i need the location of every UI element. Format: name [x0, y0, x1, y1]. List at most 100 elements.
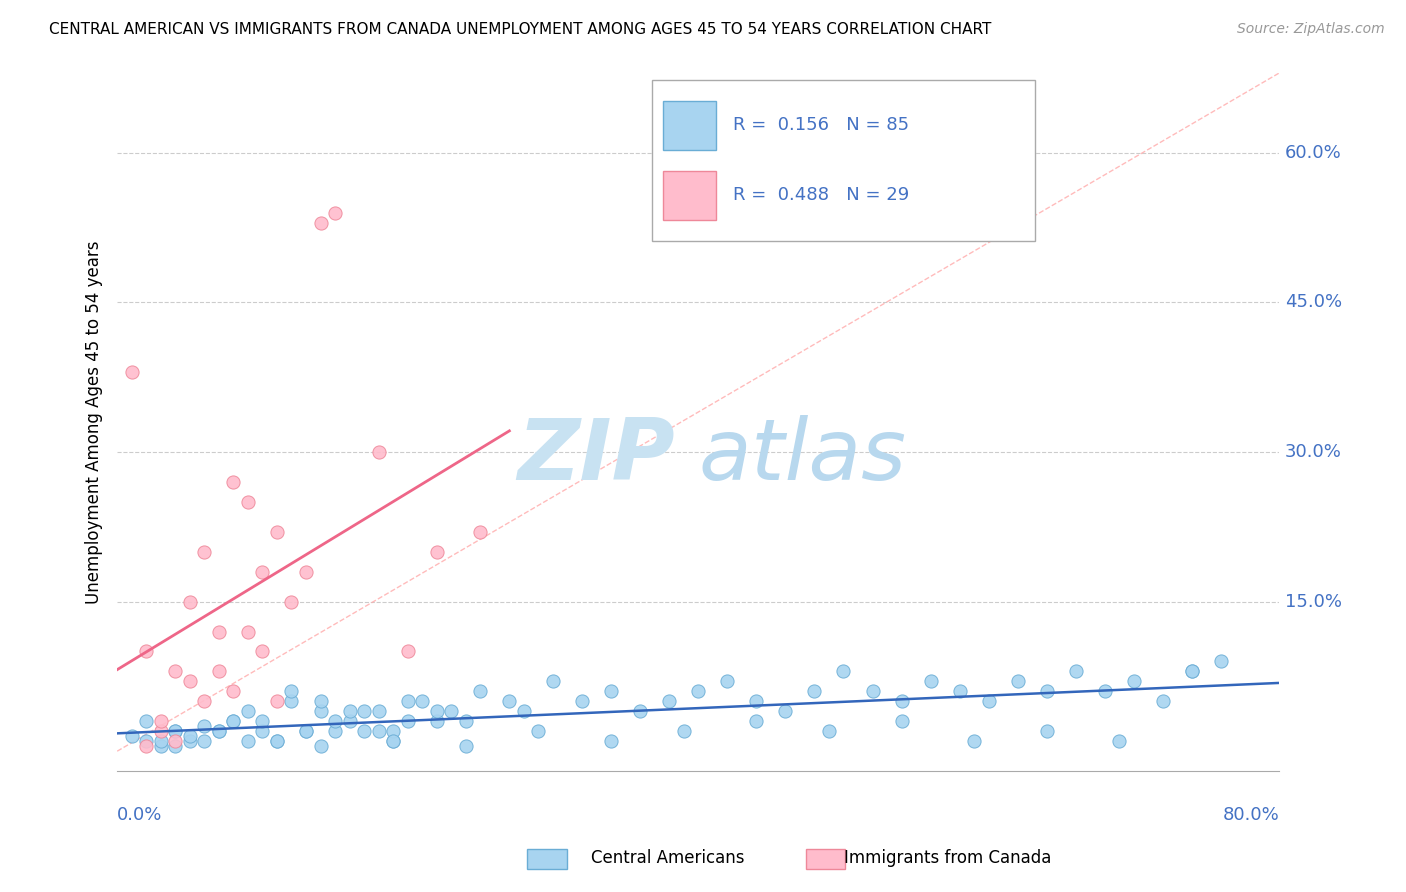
- Text: 30.0%: 30.0%: [1285, 443, 1341, 461]
- Point: [353, 704, 375, 718]
- Point: [1211, 655, 1233, 669]
- Point: [266, 734, 288, 748]
- Point: [339, 714, 361, 729]
- Point: [658, 694, 681, 708]
- Point: [513, 704, 536, 718]
- Point: [165, 724, 187, 739]
- Point: [745, 694, 768, 708]
- Point: [208, 724, 231, 739]
- Point: [165, 734, 187, 748]
- Point: [309, 216, 332, 230]
- Y-axis label: Unemployment Among Ages 45 to 54 years: Unemployment Among Ages 45 to 54 years: [86, 240, 103, 604]
- Point: [1094, 684, 1116, 698]
- Point: [600, 684, 623, 698]
- Point: [396, 694, 419, 708]
- Point: [135, 644, 157, 658]
- Point: [266, 524, 288, 539]
- Point: [775, 704, 797, 718]
- Point: [149, 724, 172, 739]
- Point: [571, 694, 593, 708]
- Point: [165, 739, 187, 754]
- FancyBboxPatch shape: [664, 101, 716, 150]
- Point: [222, 714, 245, 729]
- Text: Source: ZipAtlas.com: Source: ZipAtlas.com: [1237, 22, 1385, 37]
- Point: [323, 724, 346, 739]
- Point: [1181, 665, 1204, 679]
- Point: [470, 524, 492, 539]
- Text: 60.0%: 60.0%: [1285, 144, 1341, 161]
- Point: [236, 734, 259, 748]
- Point: [1123, 674, 1146, 689]
- Point: [1108, 734, 1130, 748]
- Point: [252, 644, 274, 658]
- Point: [280, 684, 302, 698]
- Text: 80.0%: 80.0%: [1222, 806, 1279, 824]
- Point: [222, 475, 245, 489]
- FancyBboxPatch shape: [664, 170, 716, 219]
- Point: [179, 734, 201, 748]
- Point: [179, 594, 201, 608]
- Point: [323, 714, 346, 729]
- Point: [179, 729, 201, 743]
- Point: [498, 694, 520, 708]
- Point: [628, 704, 651, 718]
- Point: [193, 734, 215, 748]
- Point: [149, 739, 172, 754]
- Point: [280, 594, 302, 608]
- Point: [135, 734, 157, 748]
- Point: [672, 724, 695, 739]
- Point: [236, 495, 259, 509]
- Point: [600, 734, 623, 748]
- Point: [323, 205, 346, 219]
- Point: [252, 565, 274, 579]
- Point: [179, 674, 201, 689]
- Point: [454, 739, 477, 754]
- Text: 0.0%: 0.0%: [117, 806, 163, 824]
- Point: [890, 714, 912, 729]
- Point: [236, 704, 259, 718]
- Point: [295, 565, 318, 579]
- Text: 45.0%: 45.0%: [1285, 293, 1343, 311]
- Point: [396, 644, 419, 658]
- Point: [1152, 694, 1174, 708]
- Text: Immigrants from Canada: Immigrants from Canada: [844, 849, 1050, 867]
- Point: [193, 545, 215, 559]
- Point: [396, 714, 419, 729]
- Point: [803, 684, 825, 698]
- Point: [920, 674, 942, 689]
- Point: [252, 724, 274, 739]
- Point: [411, 694, 433, 708]
- Point: [295, 724, 318, 739]
- Point: [252, 714, 274, 729]
- Point: [135, 714, 157, 729]
- Point: [165, 724, 187, 739]
- Point: [949, 684, 972, 698]
- Point: [382, 724, 405, 739]
- Point: [266, 694, 288, 708]
- Point: [367, 704, 389, 718]
- Point: [339, 704, 361, 718]
- FancyBboxPatch shape: [652, 80, 1035, 241]
- Text: ZIP: ZIP: [517, 416, 675, 499]
- Point: [208, 624, 231, 639]
- Point: [121, 365, 143, 379]
- Point: [236, 624, 259, 639]
- Point: [309, 704, 332, 718]
- Text: atlas: atlas: [699, 416, 907, 499]
- Point: [208, 665, 231, 679]
- Point: [367, 724, 389, 739]
- Point: [454, 714, 477, 729]
- Point: [426, 545, 449, 559]
- Point: [135, 739, 157, 754]
- Point: [470, 684, 492, 698]
- Text: 15.0%: 15.0%: [1285, 592, 1341, 611]
- Point: [149, 734, 172, 748]
- Point: [688, 684, 710, 698]
- Point: [527, 724, 550, 739]
- Point: [440, 704, 463, 718]
- Point: [309, 739, 332, 754]
- Point: [1007, 674, 1029, 689]
- Point: [367, 445, 389, 459]
- Point: [977, 694, 1000, 708]
- Point: [890, 694, 912, 708]
